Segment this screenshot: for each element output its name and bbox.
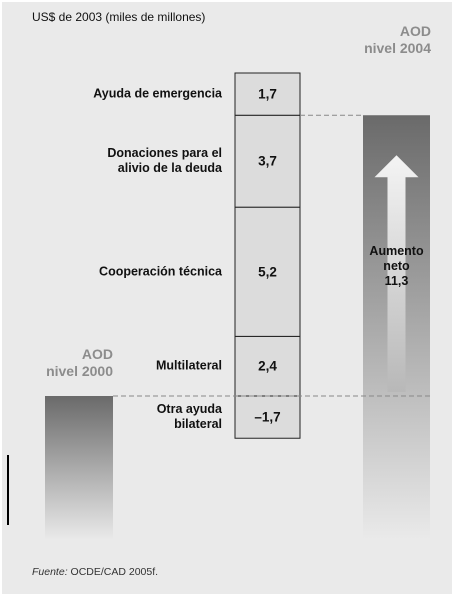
start-level <box>45 396 113 540</box>
source: Fuente: OCDE/CAD 2005f. <box>32 566 158 578</box>
net-label: Aumento neto <box>369 244 424 273</box>
value-label: 2,4 <box>258 358 277 374</box>
segment <box>234 114 301 208</box>
source-text: OCDE/CAD 2005f. <box>70 566 159 578</box>
category-label: Otra ayuda bilateral <box>156 402 222 432</box>
source-label: Fuente: <box>32 566 68 578</box>
category-label: Cooperación técnica <box>99 264 222 279</box>
value-label: 3,7 <box>258 153 277 169</box>
segment <box>234 395 301 439</box>
category-label: Multilateral <box>156 358 222 373</box>
end-label: AOD nivel 2004 <box>364 23 431 56</box>
category-label: Donaciones para el alivio de la deuda <box>107 146 222 176</box>
start-label: AOD nivel 2000 <box>46 346 113 379</box>
arrow <box>374 155 419 392</box>
value-label: 1,7 <box>258 86 277 102</box>
category-label: Ayuda de emergencia <box>93 86 222 101</box>
value-label: 5,2 <box>258 264 277 280</box>
net-value: 11,3 <box>384 274 409 288</box>
value-label: –1,7 <box>254 409 281 425</box>
segment <box>234 72 301 116</box>
subtitle: US$ de 2003 (miles de millones) <box>32 10 206 24</box>
segment <box>234 206 301 337</box>
